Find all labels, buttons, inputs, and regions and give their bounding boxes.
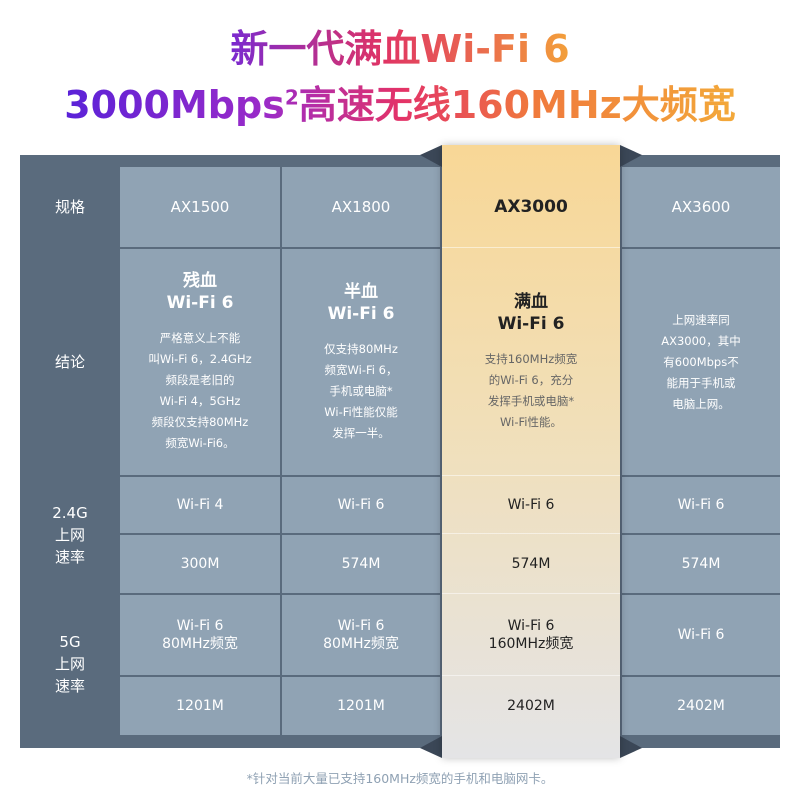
g24-standard-cell: Wi-Fi 6	[622, 477, 780, 533]
row-label-conclusion: 结论	[20, 249, 120, 475]
headline: 新一代满血Wi-Fi 6	[0, 18, 800, 73]
g24-speed: 574M	[511, 556, 551, 572]
subheadline-main: 3000Mbps2高速无线160MHz大频宽	[64, 83, 736, 127]
g5-standard: Wi-Fi 6 80MHz频宽	[162, 618, 238, 652]
g24-speed: 574M	[341, 556, 381, 572]
g24-standard: Wi-Fi 6	[337, 497, 385, 513]
g24-standard: Wi-Fi 4	[176, 497, 224, 513]
g24-standard-cell: Wi-Fi 4	[120, 477, 280, 533]
g5-speed-cell: 2402M	[442, 677, 620, 735]
row-label-spec: 规格	[20, 167, 120, 247]
ribbon-fold	[420, 145, 442, 167]
g5-standard-cell: Wi-Fi 6 80MHz频宽	[282, 595, 440, 675]
g24-standard-cell: Wi-Fi 6	[442, 477, 620, 533]
g5-standard: Wi-Fi 6	[677, 627, 725, 643]
g24-standard-cell: Wi-Fi 6	[282, 477, 440, 533]
verdict-description: 支持160MHz频宽 的Wi-Fi 6，充分 发挥手机或电脑* Wi-Fi性能。	[484, 352, 578, 429]
g24-standard: Wi-Fi 6	[677, 497, 725, 513]
verdict-cell: 上网速率同 AX3000，其中 有600Mbps不 能用于手机或 电脑上网。	[622, 249, 780, 475]
verdict-title: 残血 Wi-Fi 6	[166, 271, 234, 313]
ribbon-fold	[420, 736, 442, 758]
verdict-title: 半血 Wi-Fi 6	[327, 281, 395, 324]
g5-standard-cell: Wi-Fi 6 160MHz频宽	[442, 595, 620, 675]
row-label-text: 5G 上网 速率	[54, 633, 85, 695]
verdict-title: 满血 Wi-Fi 6	[497, 292, 565, 334]
g5-speed-cell: 2402M	[622, 677, 780, 735]
g5-speed: 1201M	[176, 698, 224, 714]
g24-speed: 574M	[681, 556, 721, 572]
g24-speed: 300M	[180, 556, 220, 572]
g5-speed: 2402M	[677, 698, 725, 714]
g24-standard: Wi-Fi 6	[507, 497, 555, 513]
verdict-cell: 残血 Wi-Fi 6 严格意义上不能 叫Wi-Fi 6，2.4GHz 频段是老旧的…	[120, 249, 280, 475]
verdict-cell: 半血 Wi-Fi 6 仅支持80MHz 频宽Wi-Fi 6， 手机或电脑* Wi-…	[282, 249, 440, 475]
subheadline: 3000Mbps2高速无线160MHz大频宽	[0, 74, 800, 129]
model-name: AX3000	[494, 197, 568, 217]
model-header: AX1800	[282, 167, 440, 247]
model-name: AX1500	[170, 198, 230, 216]
g5-speed: 1201M	[337, 698, 385, 714]
g24-speed-cell: 574M	[442, 535, 620, 593]
g5-speed-cell: 1201M	[282, 677, 440, 735]
footnote: *针对当前大量已支持160MHz频宽的手机和电脑网卡。	[246, 771, 554, 786]
g5-standard-cell: Wi-Fi 6 80MHz频宽	[120, 595, 280, 675]
row-label-text: 规格	[54, 198, 85, 216]
ribbon-fold	[620, 145, 642, 167]
verdict-cell: 满血 Wi-Fi 6 支持160MHz频宽 的Wi-Fi 6，充分 发挥手机或电脑…	[442, 249, 620, 475]
row-label-2g4: 2.4G 上网 速率	[20, 477, 120, 593]
g24-speed-cell: 300M	[120, 535, 280, 593]
row-label-5g: 5G 上网 速率	[20, 595, 120, 733]
g24-speed-cell: 574M	[282, 535, 440, 593]
verdict-description: 仅支持80MHz 频宽Wi-Fi 6， 手机或电脑* Wi-Fi性能仅能 发挥一…	[324, 341, 398, 440]
headline-text: 新一代满血Wi-Fi 6	[230, 27, 570, 71]
row-divider	[442, 533, 620, 534]
model-header: AX3600	[622, 167, 780, 247]
model-header: AX3000	[442, 167, 620, 247]
speed-text: 3000Mbps	[64, 83, 285, 127]
row-label-text: 结论	[54, 353, 85, 371]
verdict-description: 严格意义上不能 叫Wi-Fi 6，2.4GHz 频段是老旧的 Wi-Fi 4，5…	[148, 331, 252, 450]
verdict-description: 上网速率同 AX3000，其中 有600Mbps不 能用于手机或 电脑上网。	[661, 312, 741, 411]
row-divider	[442, 593, 620, 594]
g5-speed: 2402M	[507, 698, 555, 714]
g5-speed-cell: 1201M	[120, 677, 280, 735]
row-label-text: 2.4G 上网 速率	[52, 504, 88, 566]
row-divider	[442, 675, 620, 676]
row-divider	[442, 475, 620, 476]
g5-standard: Wi-Fi 6 160MHz频宽	[488, 618, 574, 652]
g24-speed-cell: 574M	[622, 535, 780, 593]
footnote-mark: 2	[284, 85, 299, 110]
model-name: AX1800	[331, 198, 391, 216]
g5-standard: Wi-Fi 6 80MHz频宽	[323, 618, 399, 652]
g5-standard-cell: Wi-Fi 6	[622, 595, 780, 675]
ribbon-fold	[620, 736, 642, 758]
subheadline-rest: 高速无线160MHz大频宽	[298, 83, 736, 127]
row-divider	[442, 247, 620, 248]
model-name: AX3600	[671, 198, 731, 216]
model-header: AX1500	[120, 167, 280, 247]
